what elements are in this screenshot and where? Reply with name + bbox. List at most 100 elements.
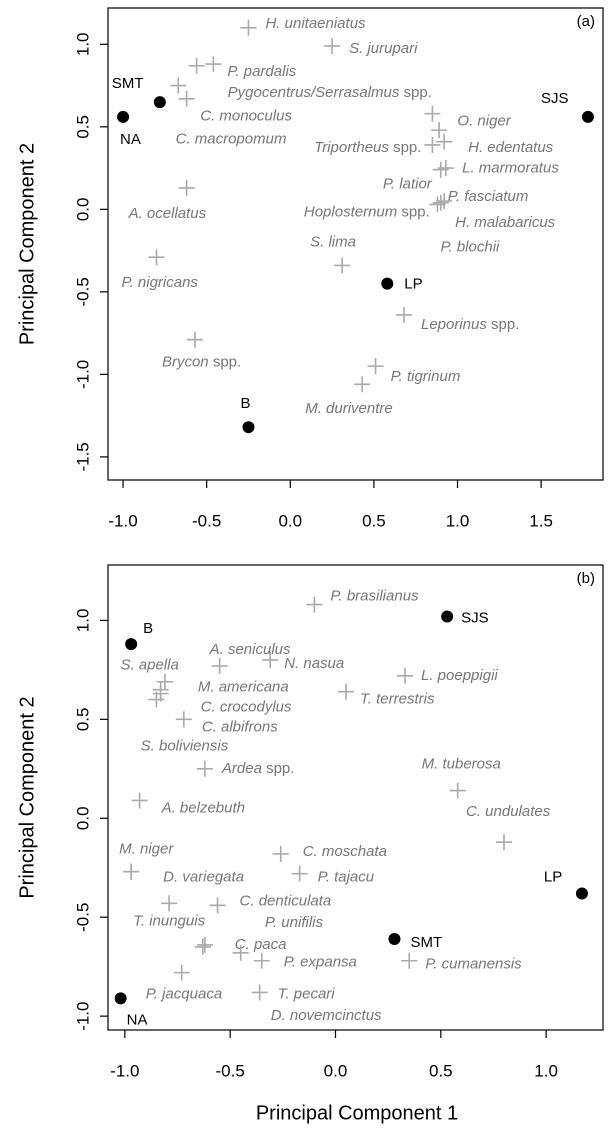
site-point xyxy=(441,610,454,623)
x-tick-label: -1.0 xyxy=(108,511,137,530)
species-point xyxy=(178,179,195,196)
species-point xyxy=(496,834,512,851)
site-point xyxy=(381,277,394,290)
site-label: B xyxy=(143,620,153,637)
species-label: C. moschata xyxy=(303,843,387,860)
site-point xyxy=(114,992,127,1005)
species-point xyxy=(436,133,453,150)
species-point xyxy=(196,760,213,777)
x-tick-label: 1.5 xyxy=(529,511,553,530)
species-label: A. ocellatus xyxy=(128,205,207,222)
species-label: H. malabaricus xyxy=(455,214,556,231)
species-point xyxy=(262,651,279,668)
y-tick-label: 1.0 xyxy=(73,609,92,633)
x-tick-label: 1.0 xyxy=(534,1061,558,1080)
species-label: D. novemcinctus xyxy=(271,1007,382,1024)
site-point xyxy=(575,887,588,900)
species-label: D. variegata xyxy=(163,869,244,886)
x-tick-label: 0.0 xyxy=(324,1061,348,1080)
species-point xyxy=(306,596,323,613)
species-point xyxy=(253,952,270,969)
species-point xyxy=(194,938,211,955)
site-label: B xyxy=(240,395,250,412)
species-point xyxy=(211,657,228,674)
species-label: C. undulates xyxy=(466,803,551,820)
species-label: C. albifrons xyxy=(202,718,278,735)
species-point xyxy=(395,306,412,323)
species-label: P. expansa xyxy=(284,954,357,971)
x-tick-label: 1.0 xyxy=(446,511,470,530)
species-label: N. nasua xyxy=(284,655,344,672)
species-label: T. terrestris xyxy=(360,691,435,708)
species-point xyxy=(186,331,203,348)
site-label: NA xyxy=(120,131,141,148)
panel: -1.0 -0.5 0.0 0.5 1.0 -1.0 -0.5 0.0 0.5 1.0 Princi… xyxy=(16,564,604,1080)
species-point xyxy=(367,358,384,375)
species-label: Brycon spp. xyxy=(162,354,241,371)
species-point xyxy=(205,56,222,73)
x-tick-label: 0.0 xyxy=(278,511,302,530)
species-point xyxy=(436,193,453,210)
species-point xyxy=(173,964,190,981)
species-label: H. edentatus xyxy=(468,139,554,156)
species-point xyxy=(232,944,249,961)
species-label: S. jurupari xyxy=(349,40,418,57)
y-tick-label: -0.5 xyxy=(73,903,92,932)
species-label: P. tajacu xyxy=(318,869,375,886)
y-tick-label: -1.5 xyxy=(73,442,92,471)
species-label: P. jacquaca xyxy=(146,986,222,1003)
species-label: P. unifilis xyxy=(265,914,324,931)
species-label: A. seniculus xyxy=(209,641,291,658)
species-label: A. belzebuth xyxy=(161,799,245,816)
species-point xyxy=(161,895,178,912)
species-point xyxy=(156,673,173,690)
species-label: S. lima xyxy=(310,233,356,250)
y-axis-title: Principal Component 2 xyxy=(16,143,38,345)
site-label: SJS xyxy=(461,609,489,626)
species-label: S. boliviensis xyxy=(141,738,229,755)
site-label: SMT xyxy=(112,75,144,92)
species-point xyxy=(424,136,441,153)
y-tick-label: 0.0 xyxy=(73,806,92,830)
species-point xyxy=(338,683,355,700)
site-point xyxy=(125,638,138,651)
plot-frame xyxy=(107,564,604,1031)
site-point xyxy=(153,96,166,109)
species-label: Leporinus spp. xyxy=(421,316,519,333)
species-label: M. duriventre xyxy=(305,400,393,417)
y-tick-label: -1.0 xyxy=(73,1002,92,1031)
species-label: C. denticulata xyxy=(240,892,332,909)
species-label: C. paca xyxy=(235,936,287,953)
species-label: T. pecari xyxy=(278,985,336,1002)
species-point xyxy=(449,782,466,799)
panel: -1.0 -0.5 0.0 0.5 1.0 1.5 -1.5 -1.0 -0.5 0.0 0.5 1.… xyxy=(16,7,604,530)
species-point xyxy=(148,249,165,266)
species-label: P. pardalis xyxy=(227,63,296,80)
species-label: Pygocentrus/Serrasalmus spp. xyxy=(228,84,432,101)
species-label: Hoplosternum spp. xyxy=(304,204,430,221)
x-tick-label: 0.5 xyxy=(362,511,386,530)
species-point xyxy=(272,845,289,862)
y-tick-label: -0.5 xyxy=(73,277,92,306)
y-tick-label: 0.5 xyxy=(73,708,92,732)
species-label: Triportheus spp. xyxy=(314,139,421,156)
y-axis-title: Principal Component 2 xyxy=(16,696,38,898)
y-tick-label: -1.0 xyxy=(73,360,92,389)
site-label: LP xyxy=(544,868,562,885)
species-point xyxy=(196,936,213,953)
x-tick-label: -0.5 xyxy=(216,1061,245,1080)
y-tick-label: 0.5 xyxy=(73,115,92,139)
species-label: S. apella xyxy=(120,657,178,674)
species-point xyxy=(209,897,226,914)
species-point xyxy=(354,376,371,393)
species-label: M. americana xyxy=(198,679,289,696)
site-label: LP xyxy=(404,276,422,293)
species-label: P. brasilianus xyxy=(330,588,419,605)
species-label: P. fasciatum xyxy=(448,188,529,205)
species-label: H. unitaeniatus xyxy=(265,15,366,32)
site-label: NA xyxy=(127,1011,148,1028)
site-point xyxy=(242,421,255,434)
species-point xyxy=(324,37,341,54)
species-label: O. niger xyxy=(457,113,511,130)
